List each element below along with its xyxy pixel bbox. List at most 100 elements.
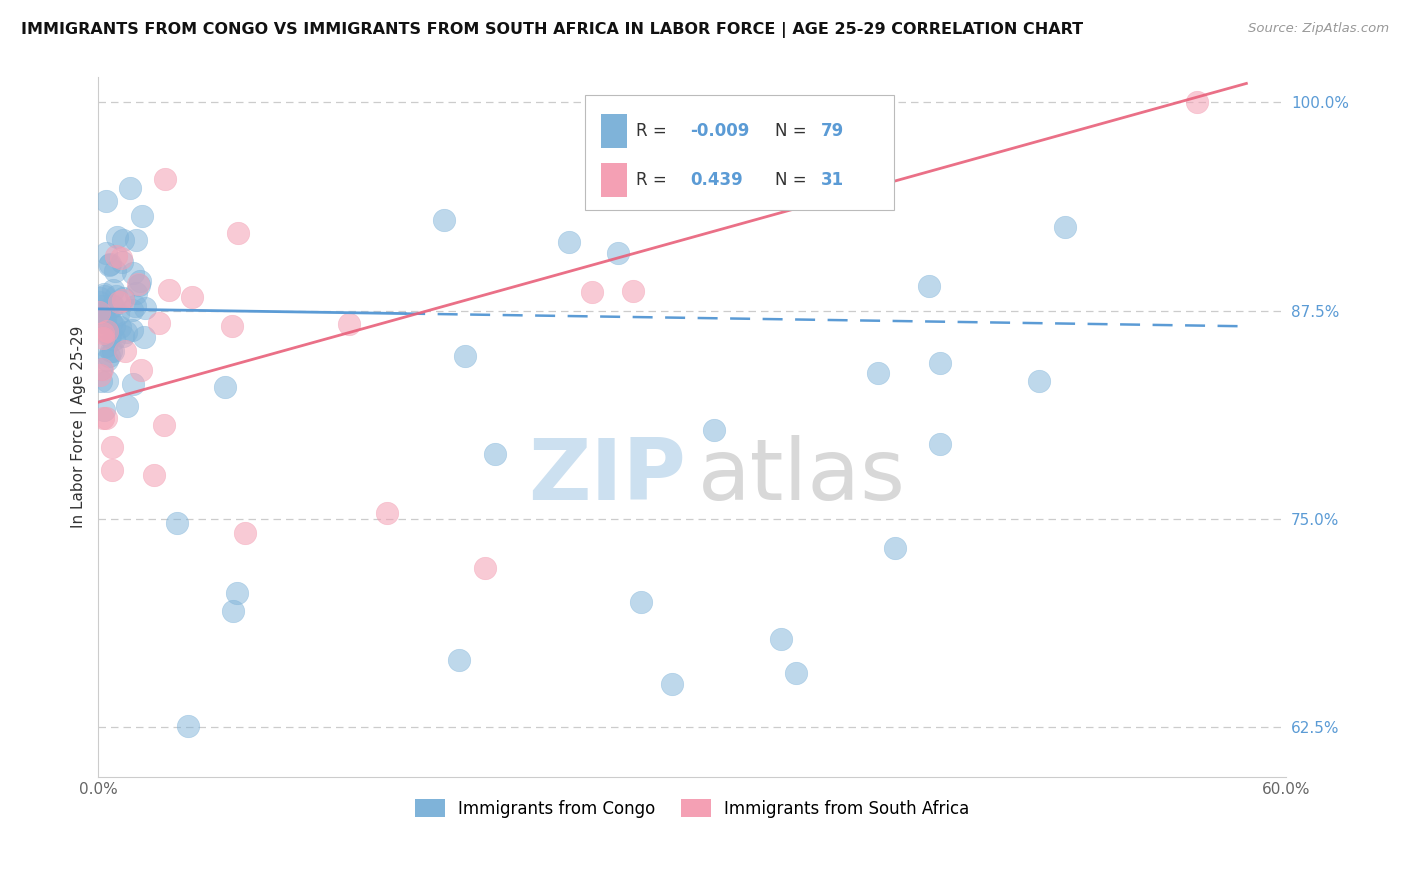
Text: R =: R = [637,122,672,140]
FancyBboxPatch shape [585,95,894,211]
Point [122,266,145,280]
Legend: Immigrants from Congo, Immigrants from South Africa: Immigrants from Congo, Immigrants from S… [408,792,976,824]
Text: Source: ZipAtlas.com: Source: ZipAtlas.com [1249,22,1389,36]
Point [110,251,132,265]
Text: N =: N = [775,170,813,189]
Point [107,307,129,321]
Point [100,343,122,358]
Point [124,234,146,248]
Point [101,299,124,313]
Point [884,541,907,555]
Point [93,289,115,303]
Bar [600,114,627,148]
Point [785,665,807,680]
Point [103,332,125,346]
Text: atlas: atlas [699,434,905,517]
Text: 0.439: 0.439 [690,170,742,189]
Point [703,423,725,437]
Text: ZIP: ZIP [529,434,686,517]
Point [104,288,127,302]
Point [214,380,236,394]
Point [89,368,111,382]
Point [153,172,176,186]
Point [105,229,128,244]
Y-axis label: In Labor Force | Age 25-29: In Labor Force | Age 25-29 [72,326,87,528]
Point [103,318,125,333]
Point [104,264,127,278]
Point [91,411,114,425]
Point [93,314,115,328]
Point [447,653,470,667]
Text: IMMIGRANTS FROM CONGO VS IMMIGRANTS FROM SOUTH AFRICA IN LABOR FORCE | AGE 25-29: IMMIGRANTS FROM CONGO VS IMMIGRANTS FROM… [21,22,1083,38]
Point [1185,95,1208,110]
Point [111,255,134,269]
Point [222,604,245,618]
Point [630,595,652,609]
Point [226,227,249,241]
Point [918,279,941,293]
Point [87,305,110,319]
Point [769,632,792,647]
Point [98,349,121,363]
Point [98,329,121,343]
Point [94,311,117,326]
Point [474,561,496,575]
Point [235,525,257,540]
Point [111,293,134,307]
Point [581,285,603,299]
Point [226,586,249,600]
Point [929,356,952,370]
Point [114,325,136,339]
Point [96,410,118,425]
Point [114,344,136,359]
Point [132,330,155,344]
Point [90,374,112,388]
Bar [600,163,627,196]
Point [101,440,124,454]
Point [89,291,111,305]
Point [121,303,143,318]
Point [91,331,114,345]
Point [131,210,153,224]
Point [96,324,118,338]
Point [221,319,243,334]
Point [93,287,115,301]
Point [98,257,121,271]
Point [558,235,581,249]
Point [484,447,506,461]
Point [337,317,360,331]
Point [117,400,139,414]
Point [96,320,118,334]
Point [96,353,118,368]
Point [90,362,112,376]
Point [128,277,150,292]
Point [124,299,146,313]
Point [129,362,152,376]
Point [181,290,204,304]
Point [606,246,628,260]
Point [108,320,131,334]
Point [1054,220,1077,235]
Point [929,437,952,451]
Point [100,299,122,313]
Point [100,315,122,329]
Text: -0.009: -0.009 [690,122,749,140]
Point [91,313,114,327]
Point [104,249,127,263]
Point [661,677,683,691]
Point [148,316,170,330]
Point [454,349,477,363]
Point [91,305,114,319]
Text: R =: R = [637,170,672,189]
Point [112,291,135,305]
Point [98,328,121,343]
Point [111,328,134,343]
Point [94,246,117,260]
Point [94,339,117,353]
Point [101,284,124,298]
Point [118,180,141,194]
Point [94,194,117,209]
Point [153,417,176,432]
Point [93,403,115,417]
Point [1028,374,1050,388]
